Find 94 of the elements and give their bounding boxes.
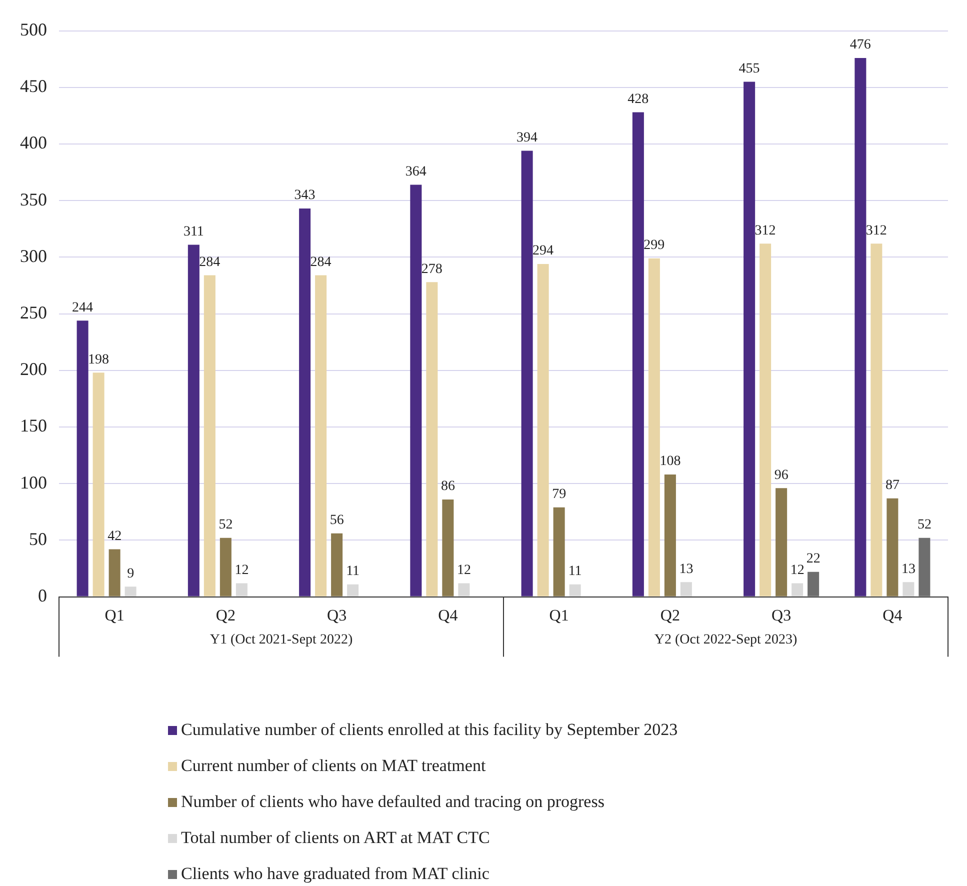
data-label: 79: [552, 487, 566, 502]
data-label: 284: [199, 254, 220, 270]
bar: [648, 258, 660, 596]
data-label: 311: [183, 224, 204, 240]
bar: [92, 372, 104, 596]
data-label: 42: [108, 528, 122, 544]
bar: [632, 112, 644, 596]
data-label: 428: [628, 92, 649, 107]
bar: [854, 58, 866, 596]
legend-label: Cumulative number of clients enrolled at this facility by September 2023: [181, 720, 678, 740]
data-label: 108: [660, 454, 681, 470]
data-label: 294: [532, 244, 554, 259]
data-label: 198: [88, 352, 110, 368]
data-label: 364: [405, 164, 426, 180]
legend-label: Number of clients who have defaulted and tracing on progress: [181, 792, 604, 812]
y-tick-label: 500: [20, 20, 47, 40]
y-tick-label: 300: [20, 246, 47, 266]
bar: [410, 184, 422, 596]
text: Y2 (Oct 2022-Sept 2023): [654, 632, 798, 648]
x-tick-label: Q1: [104, 608, 124, 625]
data-label: 86: [440, 479, 455, 494]
bar: [220, 538, 232, 596]
data-label: 244: [72, 300, 94, 316]
bar: [188, 244, 200, 596]
y-tick-label: 50: [29, 528, 47, 549]
bar: [76, 320, 88, 596]
bar: [553, 507, 565, 596]
bar: [108, 549, 120, 596]
bar: [124, 586, 136, 596]
data-label: 87: [885, 478, 900, 493]
data-label: 12: [790, 562, 804, 578]
data-label: 52: [917, 518, 932, 533]
x-tick-label: Q2: [660, 608, 680, 625]
y-tick-label: 450: [20, 76, 47, 96]
bar: [776, 488, 788, 596]
bar: [569, 584, 581, 596]
data-label: 278: [421, 262, 442, 277]
legend-label: Total number of clients on ART at MAT CTC: [181, 828, 490, 848]
y-tick-label: 250: [20, 302, 47, 323]
bar: [680, 582, 692, 596]
bar: [886, 498, 898, 596]
data-label: 12: [234, 562, 249, 578]
bar: [458, 583, 470, 596]
data-label: 11: [346, 564, 360, 580]
legend-label: Current number of clients on MAT treatment: [181, 756, 486, 776]
y-tick-label: 350: [20, 189, 47, 210]
x-tick-label: Q1: [549, 608, 569, 625]
data-label: 11: [568, 564, 582, 580]
bar: [204, 275, 216, 596]
bar: [426, 282, 438, 596]
data-label: 52: [218, 518, 233, 533]
bar: [236, 583, 248, 596]
data-label: 13: [901, 562, 916, 577]
y-tick-label: 0: [38, 586, 47, 606]
bar: [331, 533, 343, 596]
bar: [792, 583, 804, 596]
data-label: 12: [456, 562, 471, 578]
bar: [760, 244, 772, 596]
y-tick-label: 400: [20, 132, 47, 153]
data-label: 455: [738, 61, 760, 76]
x-tick-label: Q4: [438, 608, 458, 625]
x-tick-label: Q3: [772, 608, 792, 625]
x-tick-label: Q2: [216, 608, 236, 625]
bar: [664, 474, 676, 596]
text: Y1 (Oct 2021-Sept 2022): [210, 632, 353, 648]
data-label: 312: [754, 223, 776, 238]
data-label: 284: [310, 254, 332, 270]
legend-label: Clients who have graduated from MAT clinic: [181, 864, 490, 884]
bar: [744, 82, 756, 596]
y-tick-label: 200: [20, 359, 47, 380]
bar: [808, 572, 820, 596]
data-label: 343: [294, 188, 316, 204]
data-label: 22: [806, 552, 820, 567]
data-label: 9: [127, 566, 134, 582]
y-tick-label: 100: [20, 472, 47, 492]
data-label: 312: [866, 223, 887, 238]
bar: [315, 275, 327, 596]
bar: [442, 499, 454, 596]
data-label: 13: [679, 562, 694, 577]
data-label: 299: [644, 238, 665, 254]
data-label: 56: [330, 513, 344, 528]
bar: [537, 264, 549, 596]
data-label: 476: [850, 38, 871, 53]
bar: [347, 584, 359, 596]
y-tick-label: 150: [20, 416, 47, 436]
bar: [902, 582, 914, 596]
data-label: 96: [774, 468, 788, 483]
x-tick-label: Q4: [882, 608, 902, 625]
x-tick-label: Q3: [327, 608, 347, 625]
bar: [299, 208, 311, 596]
bar: [521, 150, 533, 596]
data-label: 394: [516, 130, 538, 146]
bar: [918, 538, 930, 596]
bar: [870, 244, 882, 596]
